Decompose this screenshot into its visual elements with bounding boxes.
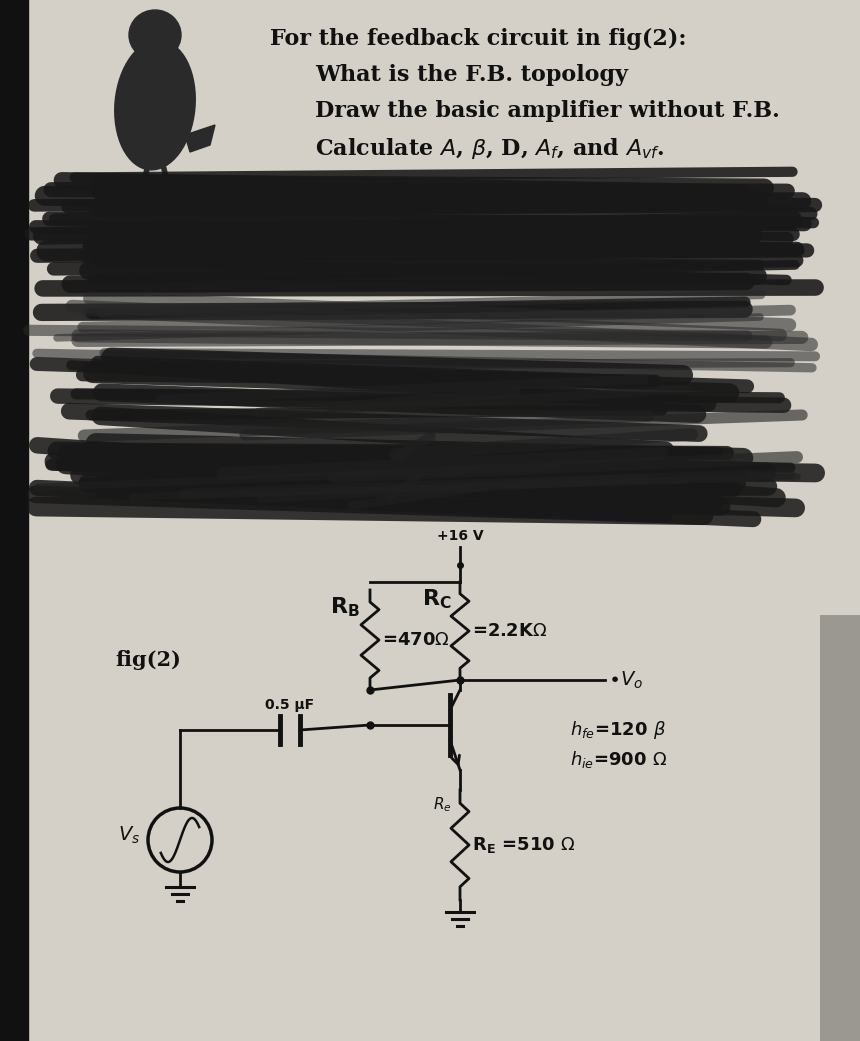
Text: =470$\Omega$: =470$\Omega$ (382, 631, 450, 649)
Text: Draw the basic amplifier without F.B.: Draw the basic amplifier without F.B. (315, 100, 780, 122)
Text: What is the F.B. topology: What is the F.B. topology (315, 64, 628, 86)
Text: +16 V: +16 V (437, 529, 483, 543)
Text: Calculate $A$, $\beta$, D, $A_f$, and $A_{vf}$.: Calculate $A$, $\beta$, D, $A_f$, and $A… (315, 136, 665, 161)
Text: =2.2K$\Omega$: =2.2K$\Omega$ (472, 623, 547, 640)
Text: $\mathbf{R_E}$ =510 $\Omega$: $\mathbf{R_E}$ =510 $\Omega$ (472, 835, 575, 855)
Text: For the feedback circuit in fig(2):: For the feedback circuit in fig(2): (270, 28, 686, 50)
Ellipse shape (114, 41, 195, 170)
Ellipse shape (129, 10, 181, 60)
Polygon shape (185, 125, 215, 152)
Text: 0.5 μF: 0.5 μF (266, 699, 315, 712)
Text: $\mathbf{R_B}$: $\mathbf{R_B}$ (330, 595, 360, 618)
Text: $\bullet V_o$: $\bullet V_o$ (608, 669, 643, 690)
Bar (820, 615, 860, 1041)
Text: fig(2): fig(2) (115, 650, 181, 670)
Text: $\mathbf{R_C}$: $\mathbf{R_C}$ (422, 587, 452, 611)
Polygon shape (140, 58, 170, 72)
Text: $h_{fe}$=120 $\beta$: $h_{fe}$=120 $\beta$ (570, 719, 666, 741)
Text: $V_s$: $V_s$ (118, 824, 140, 845)
Text: $h_{ie}$=900 $\Omega$: $h_{ie}$=900 $\Omega$ (570, 750, 667, 770)
Text: $R_e$: $R_e$ (433, 795, 452, 814)
